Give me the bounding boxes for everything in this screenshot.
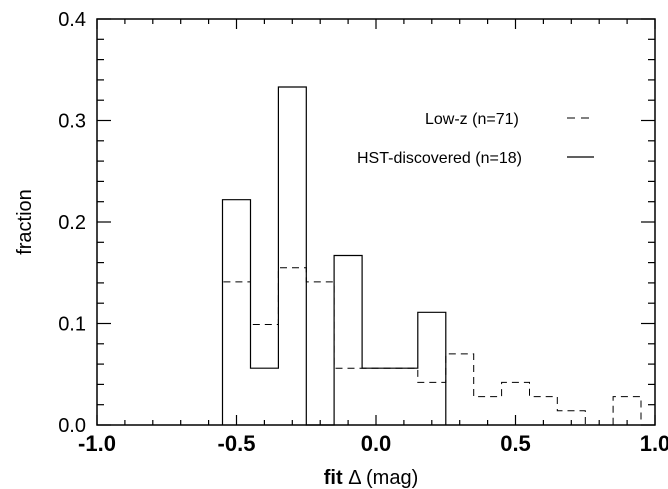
- histogram-bin: [278, 87, 306, 425]
- legend-label-hst-discovered: HST-discovered (n=18): [357, 150, 522, 167]
- y-tick-label: 0.0: [58, 415, 86, 437]
- x-axis-title-symbol: Δ: [348, 467, 361, 489]
- histogram-bin: [251, 368, 279, 425]
- histogram-bin: [278, 268, 306, 425]
- y-tick-label: 0.4: [58, 9, 86, 31]
- x-tick-label: 1.0: [640, 431, 668, 456]
- x-tick-label: 0.5: [500, 431, 531, 456]
- histogram-series-hst-discovered: [221, 86, 447, 426]
- plot-area: -1.0 -0.5 0.0 0.5 1.0 0.0 0.1 0.2 0.3 0.4: [58, 9, 668, 456]
- x-axis-title-prefix: fit: [324, 467, 343, 489]
- histogram-series-low-z: [222, 267, 642, 426]
- histogram-bin: [306, 282, 334, 425]
- histogram-bin: [446, 354, 474, 425]
- histogram-bin: [418, 312, 446, 425]
- x-tick-label: 0.0: [361, 431, 392, 456]
- histogram-bin: [251, 325, 279, 426]
- legend-label-low-z: Low-z (n=71): [425, 111, 519, 128]
- y-tick-label: 0.2: [58, 212, 86, 234]
- x-axis-title-suffix: (mag): [366, 467, 418, 489]
- histogram-bin: [223, 200, 251, 425]
- x-axis-title: fit Δ (mag): [324, 467, 419, 489]
- histogram-bin: [223, 282, 251, 425]
- histogram-bin: [418, 382, 446, 425]
- histogram-bin: [390, 368, 418, 425]
- histogram-bin: [334, 368, 362, 425]
- histogram-bin: [334, 256, 362, 426]
- y-tick-label: 0.1: [58, 314, 86, 336]
- plot-frame: [96, 18, 656, 426]
- x-tick-label: -1.0: [78, 431, 116, 456]
- y-tick-label: 0.3: [58, 111, 86, 133]
- histogram-bin: [390, 368, 418, 425]
- x-tick-label: -0.5: [218, 431, 256, 456]
- y-axis-title: fraction: [14, 189, 36, 255]
- legend: Low-z (n=71) HST-discovered (n=18): [357, 111, 594, 167]
